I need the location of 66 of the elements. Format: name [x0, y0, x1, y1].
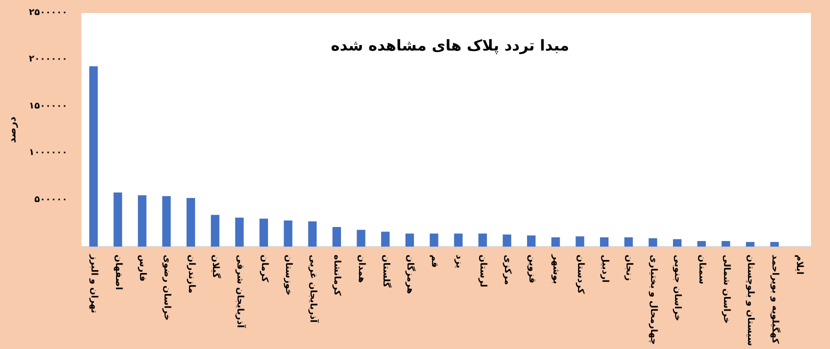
x-tick-label: سمنان — [696, 254, 707, 284]
bar — [284, 220, 292, 247]
bar — [600, 237, 609, 247]
x-tick-label: کردستان — [574, 254, 585, 294]
bar — [138, 195, 146, 247]
bar — [235, 218, 244, 247]
x-tick-label: اردبیل — [599, 254, 610, 283]
x-tick-label: هرمزگان — [404, 254, 417, 294]
bar — [186, 198, 196, 247]
bar — [624, 237, 633, 247]
bar — [405, 234, 414, 247]
bar — [648, 238, 658, 247]
y-tick-label: ۱۵۰۰۰۰۰ — [28, 101, 68, 112]
bar — [381, 232, 390, 247]
bar — [722, 241, 730, 247]
x-tick-label: زنجان — [624, 254, 634, 281]
bar — [746, 242, 754, 247]
x-tick-label: قم — [429, 254, 440, 268]
bar — [210, 214, 220, 247]
x-tick-label: لرستان — [478, 254, 488, 288]
x-tick-label: کرمان — [258, 254, 269, 283]
x-tick-label: گیلان — [210, 254, 222, 279]
x-tick-label: کرمانشاه — [332, 254, 342, 296]
bar — [672, 239, 682, 247]
x-tick-label: آذربایجان غربی — [307, 254, 320, 324]
bar — [308, 221, 317, 247]
x-tick-label: سیستان و بلوچستان — [745, 254, 756, 346]
x-tick-label: مرکزی — [502, 254, 512, 285]
y-axis-title: درصد — [8, 116, 18, 143]
text: مبدا تردد پلاک های مشاهده شده — [330, 36, 570, 54]
bar — [162, 196, 171, 247]
x-tick-label: تهران و البرز — [88, 254, 99, 314]
bar — [576, 236, 584, 247]
x-tick-label: فارس — [137, 254, 148, 282]
bar — [697, 241, 706, 247]
x-tick-label: مازندران — [186, 254, 196, 294]
bar — [454, 234, 463, 247]
x-tick-label: قزوین — [526, 254, 536, 284]
bar — [551, 237, 560, 247]
x-tick-label: همدان — [356, 254, 366, 283]
x-tick-label: بوشهر — [550, 254, 561, 284]
bar — [770, 242, 779, 247]
bar — [502, 234, 512, 247]
y-tick-label: ۲۵۰۰۰۰۰ — [28, 8, 68, 18]
bar — [260, 218, 268, 247]
x-tick-label: گلستان — [380, 254, 392, 288]
y-tick-label: ۱۰۰۰۰۰۰ — [28, 148, 68, 158]
y-tick-label: ۵۰۰۰۰۰ — [34, 194, 68, 205]
bar — [356, 230, 366, 247]
x-tick-label: چهارمحال و بختیاری — [648, 254, 658, 345]
x-tick-label: خوزستان — [283, 254, 294, 296]
bar — [114, 192, 122, 247]
x-tick-label: خراسان رضوی — [161, 254, 172, 321]
x-tick-label: کهگیلویه و بویراحمد — [770, 254, 782, 344]
x-tick-label: یزد — [453, 254, 464, 268]
y-tick-label: ۲۰۰۰۰۰۰ — [28, 54, 68, 65]
x-tick-label: اصفهان — [112, 254, 123, 290]
x-tick-label: خراسان شمالی — [720, 254, 731, 324]
bar — [430, 234, 438, 247]
x-tick-label: خراسان جنوبی — [672, 254, 682, 322]
bar — [332, 227, 341, 247]
bar — [527, 235, 536, 247]
bar — [478, 234, 487, 247]
x-tick-label: ایلام — [794, 254, 804, 275]
x-tick-label: آذربایجان شرقی — [234, 254, 246, 329]
bar — [89, 66, 98, 247]
